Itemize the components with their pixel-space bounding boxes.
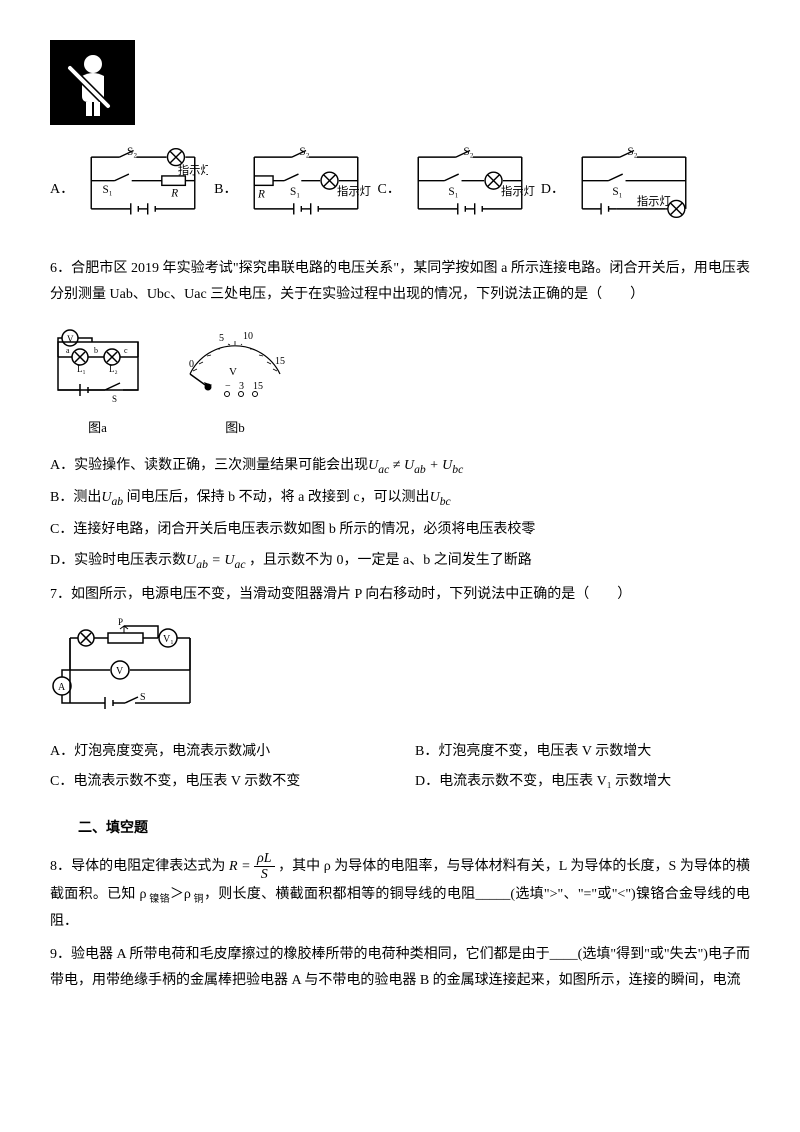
svg-text:c: c	[124, 346, 128, 355]
question-7: 7．如图所示，电源电压不变，当滑动变阻器滑片 P 向右移动时，下列说法中正确的是…	[50, 582, 750, 796]
svg-text:L₁: L₁	[77, 364, 86, 374]
svg-text:−: −	[225, 381, 231, 392]
svg-text:0: 0	[189, 359, 194, 370]
option-label-b: B．	[214, 177, 237, 234]
svg-text:S₂: S₂	[300, 146, 310, 158]
q7-choice-b: B．灯泡亮度不变，电压表 V 示数增大	[415, 739, 750, 766]
section-2-heading: 二、填空题	[50, 816, 750, 843]
fig-b-caption: 图b	[175, 416, 295, 441]
svg-text:S₂: S₂	[127, 146, 137, 158]
svg-text:P: P	[118, 618, 123, 627]
circuit-diagram-b: S₂ R S₁ 指示灯	[241, 143, 371, 223]
q7-choice-a: A．灯泡亮度变亮，电流表示数减小	[50, 739, 385, 766]
circuit-diagram-d: S₂ S₁ 指示灯	[569, 143, 699, 223]
svg-text:S₁: S₁	[612, 186, 622, 198]
q6-choice-d: D．实验时电压表示数Uab = Uac ，且示数不为 0，一定是 a、b 之间发…	[50, 548, 750, 576]
svg-text:指示灯: 指示灯	[178, 163, 208, 177]
q5-options-row: A． S₂ 指示灯 S₁ R	[50, 143, 750, 234]
fig-a-caption: 图a	[50, 416, 145, 441]
q6b-u-bc: Ubc	[430, 490, 451, 505]
circuit-diagram-a: S₂ 指示灯 S₁ R	[78, 143, 208, 223]
q6-text: 6．合肥市区 2019 年实验考试"探究串联电路的电压关系"，某同学按如图 a …	[50, 256, 750, 309]
q6b-pre: B．测出	[50, 490, 101, 505]
circuit-diagram-c: S₂ S₁ 指示灯	[405, 143, 535, 223]
q8-gt: ＞ρ	[170, 887, 191, 902]
q7-choice-d: D．电流表示数不变，电压表 V₁ 示数增大	[415, 769, 750, 796]
svg-text:V: V	[67, 334, 74, 344]
q8-pre: 8．导体的电阻定律表达式为	[50, 859, 225, 874]
svg-text:b: b	[94, 346, 98, 355]
svg-text:15: 15	[275, 356, 285, 367]
option-label-c: C．	[377, 177, 400, 234]
svg-text:a: a	[66, 346, 70, 355]
q6-choice-a: A．实验操作、读数正确，三次测量结果可能会出现Uac ≠ Uab + Ubc	[50, 453, 750, 481]
option-a: A． S₂ 指示灯 S₁ R	[50, 143, 208, 234]
q6-figure-a: V L₁ L₂ a b c S 图a	[50, 324, 145, 441]
q6d-formula: Uab = Uac	[186, 553, 245, 568]
svg-text:S₁: S₁	[290, 186, 300, 198]
svg-text:5: 5	[219, 333, 224, 344]
q7-choice-c: C．电流表示数不变，电压表 V 示数不变	[50, 769, 385, 796]
q6d-pre: D．实验时电压表示数	[50, 553, 186, 568]
q6-choice-c: C．连接好电路，闭合开关后电压表示数如图 b 所示的情况，必须将电压表校零	[50, 517, 750, 544]
svg-text:S₂: S₂	[627, 146, 637, 158]
svg-text:V: V	[229, 366, 237, 378]
svg-text:10: 10	[243, 331, 253, 342]
svg-text:V: V	[116, 666, 124, 677]
q6-choice-b: B．测出Uab 间电压后，保持 b 不动，将 a 改接到 c，可以测出Ubc	[50, 485, 750, 513]
option-c: C． S₂ S₁ 指示灯	[377, 143, 534, 234]
svg-text:R: R	[170, 188, 178, 200]
svg-text:A: A	[58, 682, 66, 693]
svg-text:S₂: S₂	[463, 146, 473, 158]
q6b-mid: 间电压后，保持 b 不动，将 a 改接到 c，可以测出	[127, 490, 430, 505]
q6-figures: V L₁ L₂ a b c S 图a	[50, 319, 750, 441]
q6a-formula: Uac ≠ Uab + Ubc	[368, 458, 463, 473]
seatbelt-warning-icon	[50, 40, 135, 125]
svg-text:15: 15	[253, 381, 263, 392]
svg-text:V₁: V₁	[163, 634, 174, 645]
svg-text:L₂: L₂	[109, 364, 118, 374]
q6a-prefix: A．实验操作、读数正确，三次测量结果可能会出现	[50, 458, 368, 473]
svg-text:S: S	[112, 394, 117, 404]
option-label-d: D．	[541, 177, 565, 234]
svg-text:R: R	[257, 189, 265, 201]
q7-text: 7．如图所示，电源电压不变，当滑动变阻器滑片 P 向右移动时，下列说法中正确的是…	[50, 582, 750, 609]
option-b: B． S₂ R S₁ 指示灯	[214, 143, 371, 234]
svg-text:指示灯: 指示灯	[501, 184, 535, 198]
q7-choices: A．灯泡亮度变亮，电流表示数减小 B．灯泡亮度不变，电压表 V 示数增大 C．电…	[50, 739, 750, 796]
q7-figure: P V₁ V A S	[50, 618, 750, 729]
q6b-u-ab: Uab	[101, 490, 123, 505]
question-8: 8．导体的电阻定律表达式为 R = ρLS ，其中 ρ 为导体的电阻率，与导体材…	[50, 851, 750, 936]
q6-figure-b: 0 5 10 15 V − 3 15 图b	[175, 319, 295, 441]
question-6: 6．合肥市区 2019 年实验考试"探究串联电路的电压关系"，某同学按如图 a …	[50, 256, 750, 576]
q8-sub-cu: 铜	[191, 894, 204, 905]
svg-text:指示灯: 指示灯	[637, 194, 671, 208]
svg-text:3: 3	[239, 381, 244, 392]
svg-text:S₁: S₁	[103, 184, 113, 196]
q6d-mid: ，且示数不为 0，一定是 a、b 之间发生了断路	[249, 553, 532, 568]
option-label-a: A．	[50, 177, 74, 234]
svg-text:S₁: S₁	[448, 186, 458, 198]
option-d: D． S₂ S₁ 指示灯	[541, 143, 699, 234]
question-9: 9．验电器 A 所带电荷和毛皮摩擦过的橡胶棒所带的电荷种类相同，它们都是由于__…	[50, 942, 750, 995]
q8-formula: R = ρLS	[229, 859, 275, 874]
svg-text:S: S	[140, 692, 146, 703]
q8-sub-nn: 镍铬	[147, 894, 170, 905]
svg-text:指示灯: 指示灯	[338, 184, 372, 198]
